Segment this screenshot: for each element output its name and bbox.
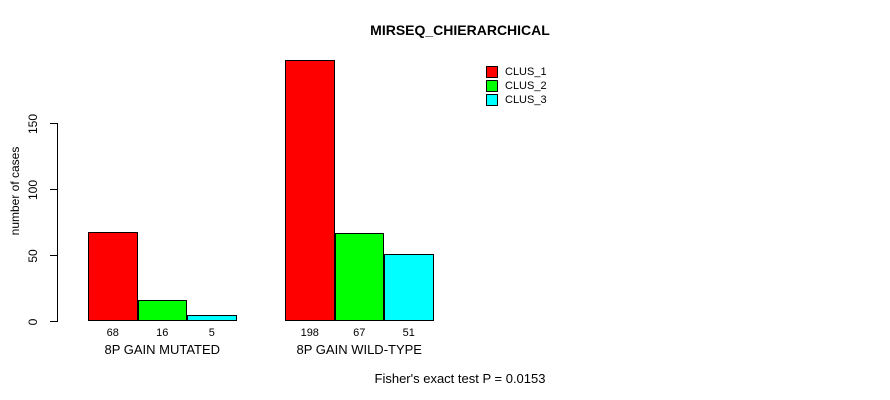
x-axis-category-label: 8P GAIN WILD-TYPE bbox=[296, 342, 422, 357]
legend-label: CLUS_2 bbox=[505, 80, 547, 92]
bar-clus_1-group2 bbox=[285, 60, 335, 322]
y-axis-tick-label: 100 bbox=[26, 179, 40, 200]
chart-title: MIRSEQ_CHIERARCHICAL bbox=[370, 22, 550, 38]
y-axis-tick-label: 0 bbox=[26, 318, 40, 325]
x-axis-category-label: 8P GAIN MUTATED bbox=[104, 342, 221, 357]
bar-clus_1-group1 bbox=[88, 231, 138, 322]
bar-value-label: 16 bbox=[156, 327, 169, 339]
y-axis-line bbox=[56, 123, 58, 322]
bar-value-label: 68 bbox=[106, 327, 119, 339]
legend-swatch-icon bbox=[486, 80, 498, 92]
y-axis-tick bbox=[49, 122, 58, 125]
legend-label: CLUS_1 bbox=[505, 66, 547, 78]
y-axis-tick-label: 50 bbox=[26, 248, 40, 263]
bar-clus_3-group1 bbox=[187, 314, 237, 322]
y-axis-tick bbox=[49, 188, 58, 191]
bar-value-label: 51 bbox=[402, 327, 415, 339]
bar-clus_2-group2 bbox=[334, 233, 384, 322]
chart-legend: CLUS_1 CLUS_2 CLUS_3 bbox=[486, 65, 547, 107]
bar-value-label: 198 bbox=[300, 327, 319, 339]
legend-swatch-icon bbox=[486, 66, 498, 78]
legend-label: CLUS_3 bbox=[505, 94, 547, 106]
bar-clus_2-group1 bbox=[137, 300, 187, 322]
y-axis-tick bbox=[49, 320, 58, 323]
y-axis-tick-label: 150 bbox=[26, 113, 40, 134]
chart-footnote: Fisher's exact test P = 0.0153 bbox=[374, 371, 546, 386]
bar-value-label: 5 bbox=[208, 327, 215, 339]
y-axis-tick bbox=[49, 254, 58, 257]
legend-item-clus_3: CLUS_3 bbox=[486, 93, 547, 107]
bar-value-label: 67 bbox=[353, 327, 366, 339]
bar-clus_3-group2 bbox=[384, 254, 434, 322]
legend-item-clus_2: CLUS_2 bbox=[486, 79, 547, 93]
legend-swatch-icon bbox=[486, 94, 498, 106]
legend-item-clus_1: CLUS_1 bbox=[486, 65, 547, 79]
